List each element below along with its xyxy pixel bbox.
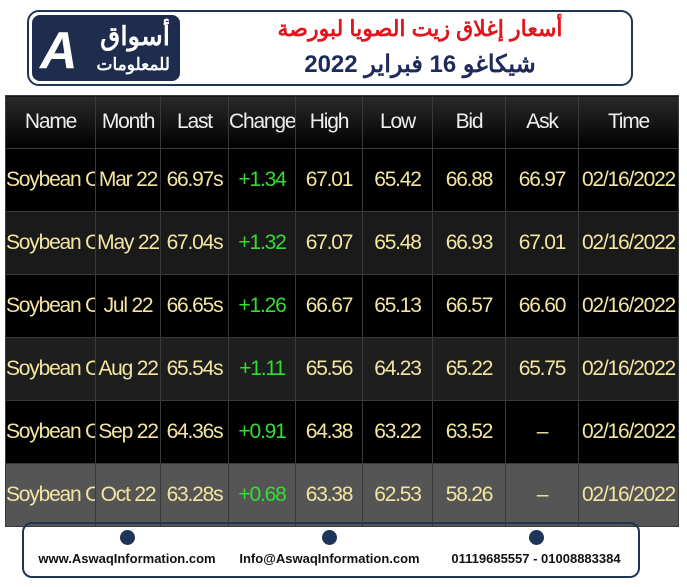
cell: 02/16/2022 [578, 148, 679, 212]
cell: +1.34 [228, 148, 296, 212]
cell: 63.38 [295, 463, 363, 527]
cell: 02/16/2022 [578, 274, 679, 338]
cell: 66.65s [160, 274, 229, 338]
cell: Soybean Oil [5, 400, 96, 464]
footer: www.AswaqInformation.com Info@AswaqInfor… [22, 522, 640, 578]
column-header: Ask [505, 95, 579, 149]
logo: A أسواق للمعلومات [32, 15, 180, 81]
header: A أسواق للمعلومات أسعار إغلاق زيت الصويا… [27, 10, 633, 86]
cell: 66.97s [160, 148, 229, 212]
cell: +1.11 [228, 337, 296, 401]
cell: Soybean Oil [5, 211, 96, 275]
email: Info@AswaqInformation.com [239, 551, 420, 566]
cell: Soybean Oil [5, 274, 96, 338]
phone-icon [528, 530, 544, 545]
cell: 65.75 [505, 337, 579, 401]
cell: 67.01 [505, 211, 579, 275]
cell: 63.22 [362, 400, 433, 464]
cell: Sep 22 [95, 400, 161, 464]
cell: +1.26 [228, 274, 296, 338]
column-header: High [295, 95, 363, 149]
cell: Mar 22 [95, 148, 161, 212]
website-item: www.AswaqInformation.com [32, 530, 222, 566]
cell: 67.07 [295, 211, 363, 275]
cell: 65.56 [295, 337, 363, 401]
column-header: Change [228, 95, 296, 149]
subtitle: شيكاغو 16 فبراير 2022 [304, 51, 536, 78]
title: أسعار إغلاق زيت الصويا لبورصة [277, 16, 563, 41]
cell: 65.54s [160, 337, 229, 401]
cell: +0.91 [228, 400, 296, 464]
cell: 66.67 [295, 274, 363, 338]
table-row: Soybean OilJul 2266.65s+1.2666.6765.1366… [5, 274, 679, 338]
cell: 63.28s [160, 463, 229, 527]
cell: 02/16/2022 [578, 400, 679, 464]
cell: 64.23 [362, 337, 433, 401]
website: www.AswaqInformation.com [38, 551, 216, 566]
cell: 58.26 [432, 463, 506, 527]
column-header: Time [578, 95, 679, 149]
cell: 02/16/2022 [578, 337, 679, 401]
price-table: Name Month Last Change High Low Bid Ask Time Soyb… [5, 95, 679, 527]
cell: 66.60 [505, 274, 579, 338]
cell: 62.53 [362, 463, 433, 527]
cell: 64.36s [160, 400, 229, 464]
cell: 63.52 [432, 400, 506, 464]
cell: Oct 22 [95, 463, 161, 527]
cell: 66.88 [432, 148, 506, 212]
cell: 65.48 [362, 211, 433, 275]
cell: Soybean Oil [5, 337, 96, 401]
cell: – [505, 463, 579, 527]
logo-name: أسواق [100, 21, 170, 51]
cell: May 22 [95, 211, 161, 275]
phone-item: 01119685557 - 01008883384 [436, 530, 636, 566]
cell: 02/16/2022 [578, 463, 679, 527]
cell: Aug 22 [95, 337, 161, 401]
cell: +0.68 [228, 463, 296, 527]
column-header: Name [5, 95, 96, 149]
cell: 67.01 [295, 148, 363, 212]
mail-icon [322, 530, 337, 545]
cell: 67.04s [160, 211, 229, 275]
logo-icon: A [40, 22, 78, 80]
cell: 02/16/2022 [578, 211, 679, 275]
email-item: Info@AswaqInformation.com [232, 530, 427, 566]
column-header: Bid [432, 95, 506, 149]
cell: 65.13 [362, 274, 433, 338]
cell: 65.42 [362, 148, 433, 212]
table-row: Soybean OilOct 2263.28s+0.6863.3862.5358… [5, 463, 679, 527]
phones: 01119685557 - 01008883384 [451, 551, 621, 566]
cell: 65.22 [432, 337, 506, 401]
table-row: Soybean OilMar 2266.97s+1.3467.0165.4266… [5, 148, 679, 212]
cell: 66.93 [432, 211, 506, 275]
logo-subtitle: للمعلومات [96, 55, 170, 74]
cell: Soybean Oil [5, 148, 96, 212]
cell: Jul 22 [95, 274, 161, 338]
table-row: Soybean OilAug 2265.54s+1.1165.5664.2365… [5, 337, 679, 401]
cell: 66.57 [432, 274, 506, 338]
column-header: Last [160, 95, 229, 149]
table-row: Soybean OilSep 2264.36s+0.9164.3863.2263… [5, 400, 679, 464]
cell: 66.97 [505, 148, 579, 212]
cell: +1.32 [228, 211, 296, 275]
table-row: Soybean OilMay 2267.04s+1.3267.0765.4866… [5, 211, 679, 275]
header-row: Name Month Last Change High Low Bid Ask Time [5, 95, 679, 149]
column-header: Month [95, 95, 161, 149]
cell: 64.38 [295, 400, 363, 464]
column-header: Low [362, 95, 433, 149]
cell: – [505, 400, 579, 464]
cell: Soybean Oil [5, 463, 96, 527]
globe-icon [119, 530, 135, 545]
